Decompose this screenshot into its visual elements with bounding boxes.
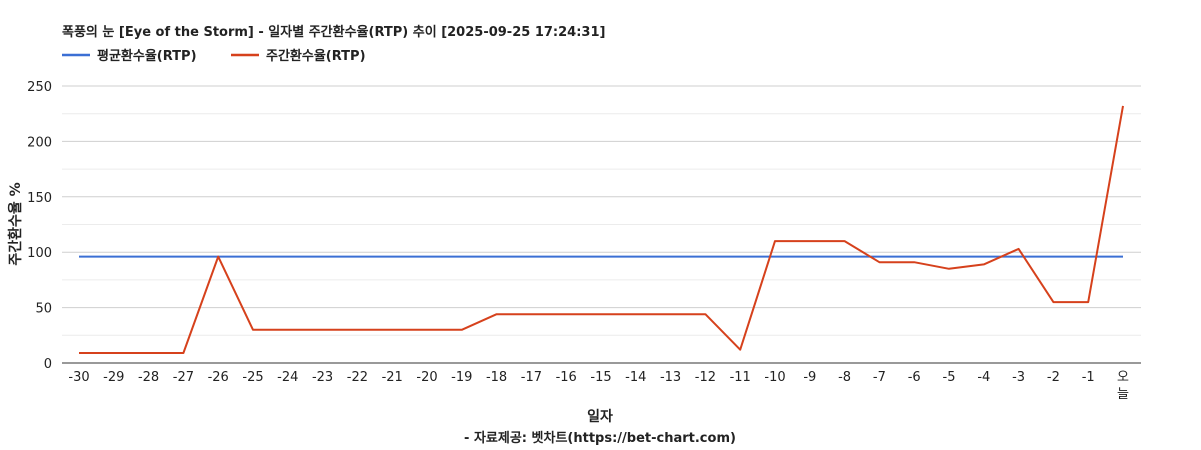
legend-label-weekly: 주간환수율(RTP) [266,48,366,64]
x-tick-label: -30 [68,370,89,385]
x-tick-label: -23 [312,370,333,385]
credit-text: - 자료제공: 벳차트(https://bet-chart.com) [464,430,736,446]
x-tick-label: -6 [908,370,921,385]
x-tick-label: -24 [277,370,298,385]
x-tick-label: -13 [660,370,681,385]
x-tick-label: -27 [173,370,194,385]
x-tick-label: -16 [556,370,577,385]
y-tick-label: 50 [35,302,52,317]
x-tick-label: -22 [347,370,368,385]
y-tick-label: 150 [27,191,52,206]
x-tick-label: -28 [138,370,159,385]
x-tick-label: -25 [242,370,263,385]
y-tick-label: 0 [44,357,52,372]
x-tick-label: -21 [382,370,403,385]
x-tick-label: -20 [416,370,437,385]
y-axis-ticks: 0 50 100 150 200 250 [27,80,52,372]
x-tick-label: -11 [730,370,751,385]
x-tick-label: -18 [486,370,507,385]
x-tick-label: -1 [1082,370,1095,385]
legend-label-average: 평균환수율(RTP) [97,48,197,64]
series-lines [79,105,1124,354]
x-tick-label: -2 [1047,370,1060,385]
x-tick-label: -15 [590,370,611,385]
series-line-weekly [79,105,1124,354]
x-tick-label: -17 [521,370,542,385]
x-tick-label: -3 [1012,370,1025,385]
x-tick-label: -5 [943,370,956,385]
x-axis-title: 일자 [587,409,613,425]
x-tick-label: -12 [695,370,716,385]
y-axis-title: 주간환수율 % [7,182,24,265]
y-tick-label: 100 [27,246,52,261]
x-tick-label: -29 [103,370,124,385]
y-tick-label: 200 [27,135,52,150]
x-tick-label: -8 [838,370,851,385]
legend: 평균환수율(RTP) 주간환수율(RTP) [62,48,366,64]
y-tick-label: 250 [27,80,52,95]
x-tick-label: -19 [451,370,472,385]
x-tick-label: -4 [977,370,990,385]
x-axis-ticks: -30 -29 -28 -27 -26 -25 -24 -23 -22 -21 -20 -19 -18-… [68,370,1129,402]
x-tick-label: -26 [208,370,229,385]
grid [62,85,1141,364]
x-tick-label: -10 [764,370,785,385]
x-tick-label: -14 [625,370,646,385]
chart-title: 폭풍의 눈 [Eye of the Storm] - 일자별 주간환수율(RTP… [62,24,605,40]
x-tick-label: -9 [803,370,816,385]
x-tick-label: -7 [873,370,886,385]
